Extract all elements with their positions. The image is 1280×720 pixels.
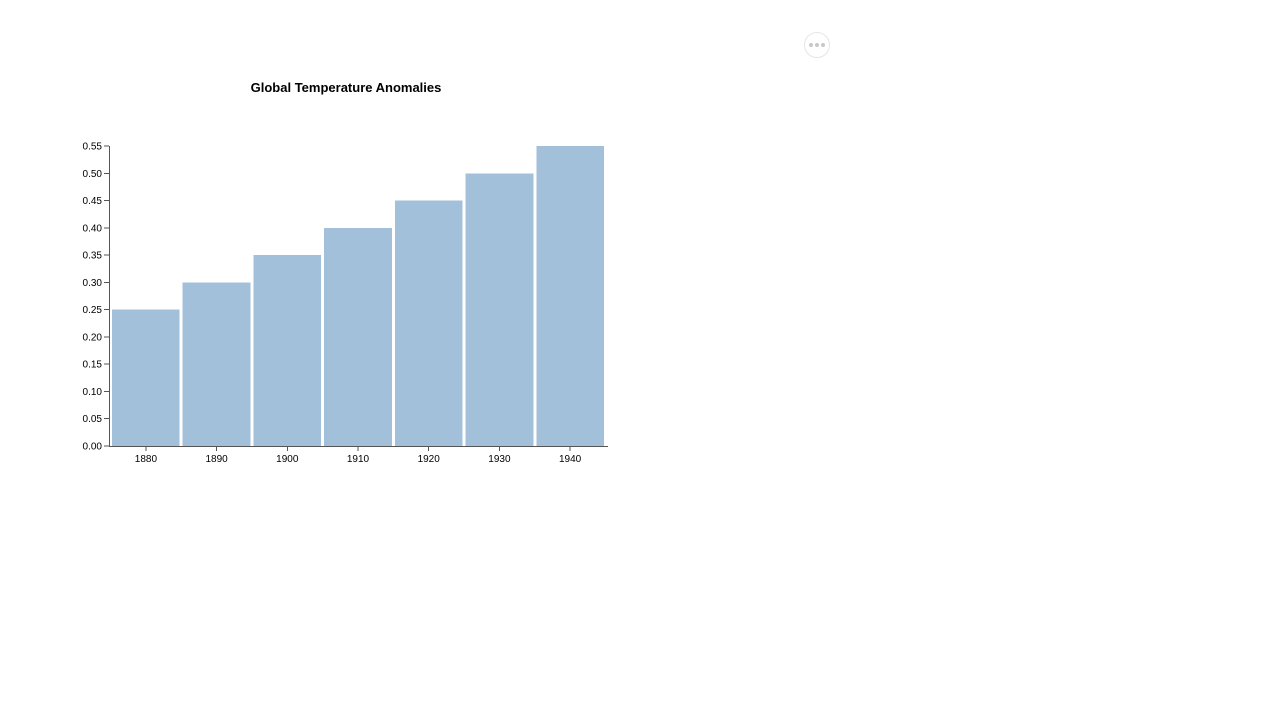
x-tick-label: 1880 (135, 454, 158, 465)
bar-1880 (112, 309, 180, 446)
y-tick-label: 0.15 (83, 360, 103, 371)
y-tick-label: 0.40 (83, 223, 103, 234)
y-tick-label: 0.35 (83, 251, 103, 262)
y-axis: 0.00 0.05 0.10 0.15 0.20 0.25 0.30 0.35 0.40 0.45… (83, 142, 110, 453)
chart-title: Global Temperature Anomalies (251, 80, 442, 95)
bar-1910 (324, 227, 392, 446)
bar-1930 (465, 173, 534, 447)
y-tick-label: 0.30 (83, 278, 103, 289)
x-tick-label: 1920 (418, 454, 441, 465)
more-options-button[interactable] (804, 32, 830, 58)
x-tick-label: 1940 (559, 454, 582, 465)
y-tick-label: 0.50 (83, 169, 103, 180)
more-horizontal-icon-dot (815, 43, 819, 47)
x-tick-label: 1910 (347, 454, 370, 465)
y-tick-label: 0.55 (83, 142, 103, 153)
bar-1940 (536, 146, 604, 446)
x-axis: 1880 1890 1900 1910 1920 1930 1940 (109, 446, 608, 465)
y-tick-label: 0.00 (83, 442, 103, 453)
bar-1920 (394, 200, 463, 446)
y-tick-label: 0.10 (83, 387, 103, 398)
bar-1890 (182, 282, 251, 446)
more-horizontal-icon (809, 43, 813, 47)
x-tick-label: 1890 (205, 454, 228, 465)
y-tick-label: 0.45 (83, 196, 103, 207)
y-tick-label: 0.25 (83, 305, 103, 316)
bar-1900 (253, 255, 322, 446)
x-tick-label: 1930 (488, 454, 511, 465)
more-horizontal-icon-dot (821, 43, 825, 47)
y-tick-label: 0.20 (83, 332, 103, 343)
x-tick-label: 1900 (276, 454, 299, 465)
bars-layer (112, 146, 604, 447)
y-tick-label: 0.05 (83, 414, 103, 425)
